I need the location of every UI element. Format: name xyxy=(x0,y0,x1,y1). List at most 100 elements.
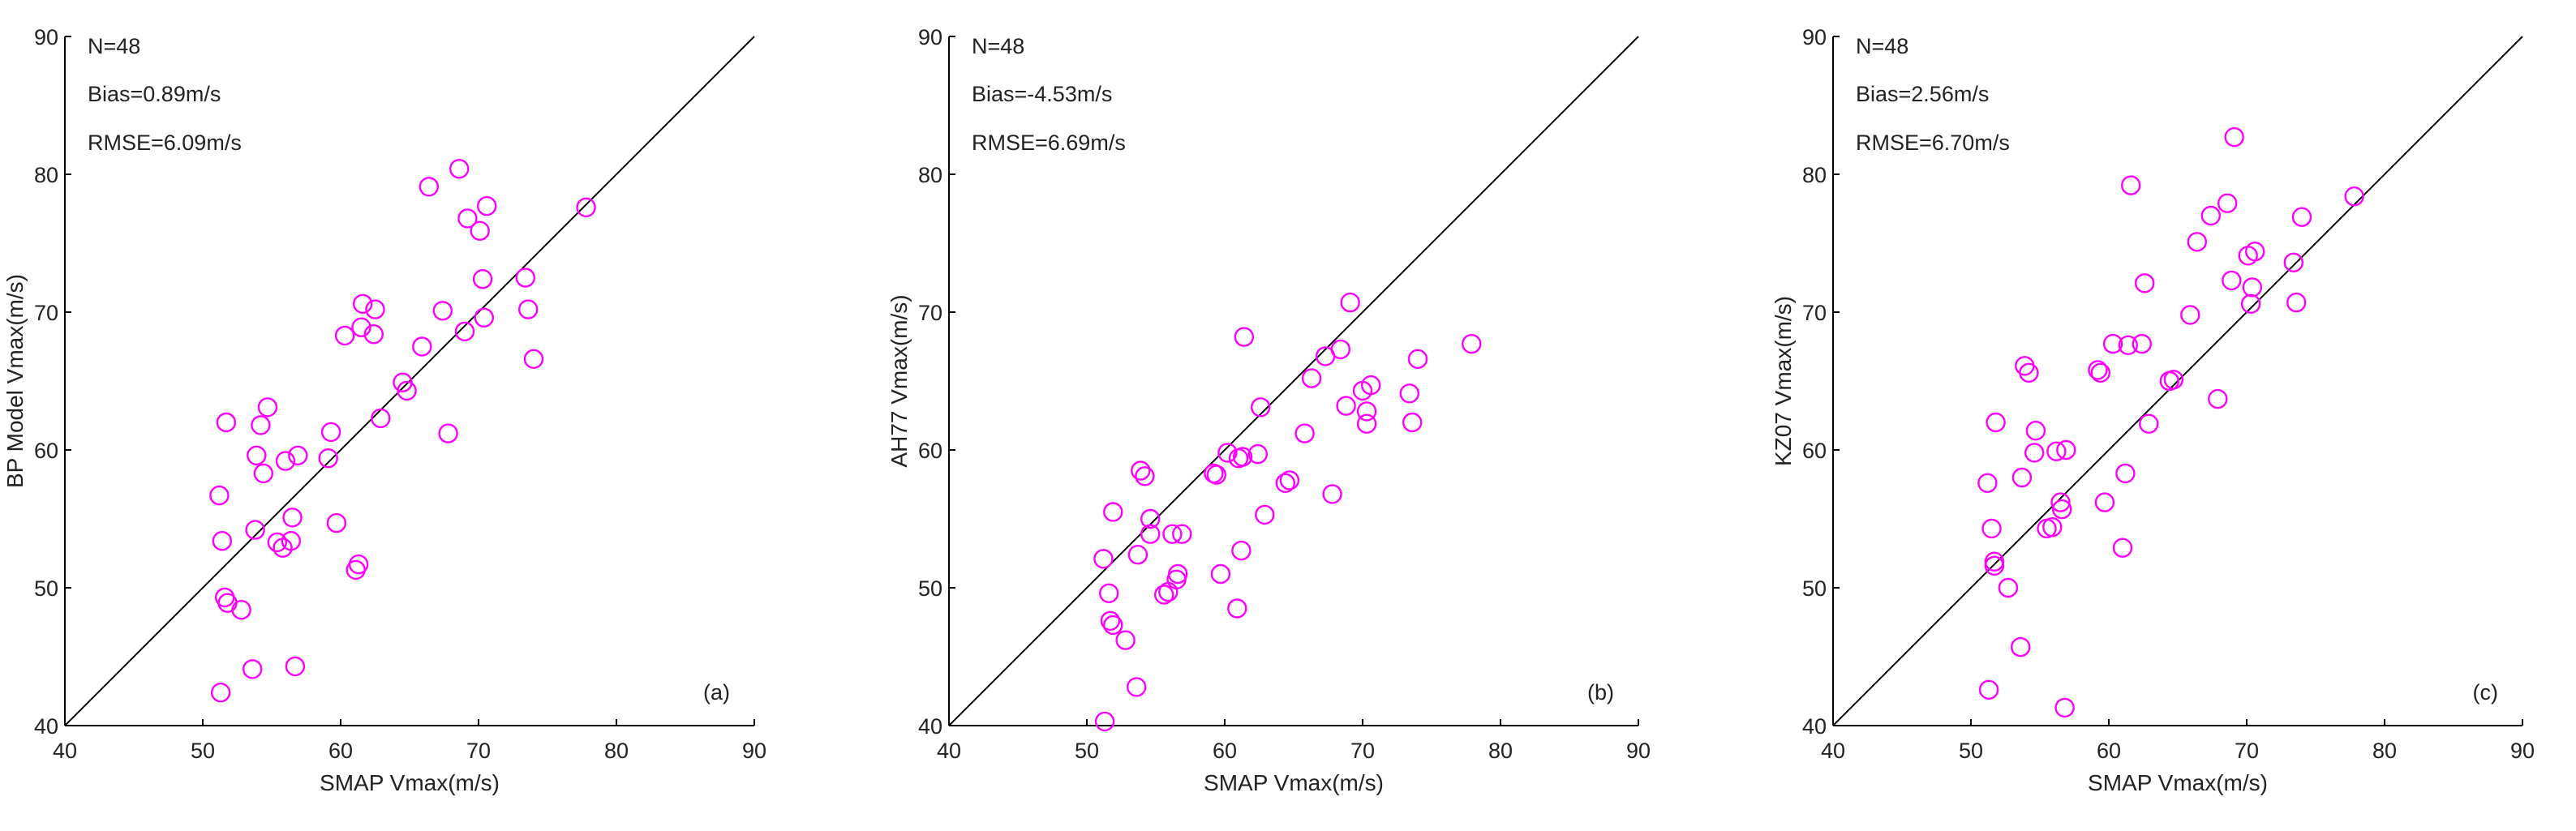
data-point xyxy=(1330,339,1350,360)
data-point xyxy=(2052,499,2072,520)
panel-c-y-axis-label: KZ07 Vmax(m/s) xyxy=(1771,296,1796,466)
panel-c-label: (c) xyxy=(2473,680,2498,705)
panel-b-rmse-annotation: RMSE=6.69m/s xyxy=(972,131,1126,155)
data-point xyxy=(1162,524,1183,544)
data-point xyxy=(1399,383,1419,404)
data-point xyxy=(1340,292,1360,313)
data-point xyxy=(1227,598,1247,619)
data-point xyxy=(419,177,439,197)
data-point xyxy=(1251,397,1271,418)
x-tick-label: 90 xyxy=(1626,739,1651,763)
data-point xyxy=(1168,563,1188,585)
panel-b-bias-annotation: Bias=-4.53m/s xyxy=(972,82,1112,106)
data-point xyxy=(1228,448,1249,469)
x-tick-label: 40 xyxy=(1821,739,1845,763)
y-tick-label: 40 xyxy=(1802,714,1827,739)
data-point xyxy=(2240,293,2261,314)
data-point xyxy=(2112,538,2133,558)
data-point xyxy=(2344,186,2364,207)
data-point xyxy=(2094,492,2115,512)
data-point xyxy=(1217,443,1238,463)
y-tick-label: 40 xyxy=(34,714,58,739)
y-tick-label: 80 xyxy=(1802,163,1827,187)
data-point xyxy=(1977,473,1998,493)
panel-b-reference-line xyxy=(948,36,1639,726)
panel-b-points xyxy=(1093,292,1482,732)
x-tick-label: 70 xyxy=(1350,739,1375,763)
data-point xyxy=(1098,583,1119,603)
data-point xyxy=(1206,465,1226,485)
data-point xyxy=(1356,413,1377,434)
data-point xyxy=(2180,305,2200,325)
x-tick-label: 60 xyxy=(2097,739,2121,763)
data-point xyxy=(2019,362,2039,383)
data-point xyxy=(1407,349,1428,369)
y-tick-label: 70 xyxy=(34,301,58,325)
data-point xyxy=(1234,327,1254,347)
data-point xyxy=(457,208,478,229)
data-point xyxy=(334,325,355,346)
data-point xyxy=(472,269,493,289)
data-point xyxy=(2088,360,2108,380)
data-point xyxy=(2042,517,2063,538)
data-point xyxy=(2222,270,2242,291)
data-point xyxy=(210,683,231,703)
data-point xyxy=(318,448,338,469)
x-tick-label: 50 xyxy=(1959,739,1983,763)
data-point xyxy=(1279,470,1300,490)
data-point xyxy=(1462,333,1482,354)
data-point xyxy=(2245,242,2265,262)
data-point xyxy=(2283,252,2303,272)
data-point xyxy=(2056,439,2076,460)
data-point xyxy=(1172,524,1192,544)
data-point xyxy=(1978,679,1999,700)
data-point xyxy=(1322,484,1342,504)
data-point xyxy=(2291,207,2312,227)
data-point xyxy=(1275,473,1295,493)
data-point xyxy=(2090,362,2110,383)
data-point xyxy=(1158,581,1179,602)
data-point xyxy=(2102,333,2123,354)
x-tick-label: 40 xyxy=(937,739,961,763)
data-point xyxy=(2200,205,2221,226)
data-point xyxy=(353,293,373,314)
data-point xyxy=(2121,175,2141,195)
data-point xyxy=(281,531,301,551)
panel-a-ticks: 40 50 60 70 80 90 40 50 60 70 80 90 xyxy=(34,25,766,763)
y-tick-label: 90 xyxy=(918,25,942,49)
panel-b-n-annotation: N=48 xyxy=(972,34,1024,58)
data-point xyxy=(1115,630,1136,650)
data-point xyxy=(454,321,475,341)
data-point xyxy=(515,268,535,288)
data-point xyxy=(2010,636,2031,658)
x-tick-label: 70 xyxy=(466,739,491,763)
data-point xyxy=(288,445,308,465)
data-point xyxy=(1402,412,1423,433)
panel-b-x-axis-label: SMAP Vmax(m/s) xyxy=(1204,770,1384,795)
data-point xyxy=(1247,443,1268,465)
data-point xyxy=(1998,577,2019,598)
panel-b-y-axis-label: AH77 Vmax(m/s) xyxy=(887,294,912,467)
data-point xyxy=(2118,335,2138,355)
data-point xyxy=(253,463,274,484)
data-point xyxy=(1135,466,1155,486)
panel-a-points xyxy=(209,158,596,703)
data-point xyxy=(523,349,544,369)
data-point xyxy=(231,600,251,620)
x-tick-label: 80 xyxy=(604,739,629,763)
y-tick-label: 60 xyxy=(1802,439,1827,463)
data-point xyxy=(267,532,287,553)
panel-b-ticks: 40 50 60 70 80 90 40 50 60 70 80 90 xyxy=(918,25,1651,763)
data-point xyxy=(1255,504,1275,525)
panel-a-reference-line xyxy=(64,36,755,726)
data-point xyxy=(2187,232,2207,252)
data-point xyxy=(1356,401,1377,422)
data-point xyxy=(2024,443,2045,463)
panel-b: 40 50 60 70 80 90 40 50 60 70 80 90 N=48 Bias=-4.53… xyxy=(887,25,1651,795)
y-tick-label: 50 xyxy=(34,576,58,601)
x-tick-label: 60 xyxy=(328,739,353,763)
data-point xyxy=(2224,126,2244,148)
data-point xyxy=(285,656,306,677)
data-point xyxy=(1986,412,2006,433)
data-point xyxy=(282,508,303,528)
